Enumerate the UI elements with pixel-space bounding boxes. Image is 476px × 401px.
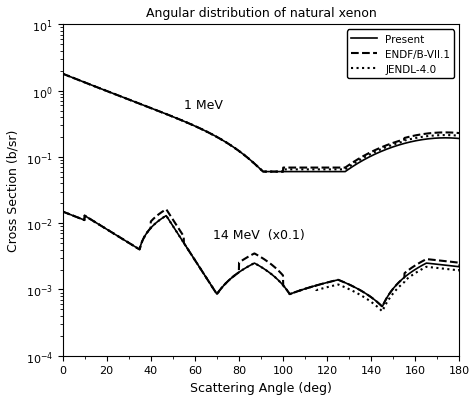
ENDF/B-VII.1	[60, 72, 65, 77]
Line: Present: Present	[62, 75, 458, 172]
ENDF/B-VII.1	[223, 141, 229, 146]
JENDL-4.0	[456, 134, 461, 139]
JENDL-4.0	[221, 140, 227, 144]
JENDL-4.0	[260, 170, 266, 174]
ENDF/B-VII.1	[260, 170, 266, 174]
ENDF/B-VII.1	[456, 132, 461, 136]
Present	[60, 72, 65, 77]
Legend: Present, ENDF/B-VII.1, JENDL-4.0: Present, ENDF/B-VII.1, JENDL-4.0	[346, 30, 453, 79]
Line: JENDL-4.0: JENDL-4.0	[62, 75, 458, 172]
Present	[144, 105, 150, 110]
ENDF/B-VII.1	[330, 166, 336, 170]
JENDL-4.0	[144, 105, 150, 110]
ENDF/B-VII.1	[144, 105, 150, 110]
Text: 1 MeV: 1 MeV	[183, 99, 222, 111]
Line: ENDF/B-VII.1: ENDF/B-VII.1	[62, 75, 458, 172]
Present	[456, 137, 461, 142]
ENDF/B-VII.1	[208, 132, 213, 137]
Text: 14 MeV  (x0.1): 14 MeV (x0.1)	[212, 228, 304, 241]
Present	[221, 140, 227, 144]
Present	[208, 132, 213, 137]
JENDL-4.0	[60, 72, 65, 77]
JENDL-4.0	[330, 168, 336, 172]
JENDL-4.0	[223, 141, 229, 146]
Y-axis label: Cross Section (b/sr): Cross Section (b/sr)	[7, 130, 20, 251]
JENDL-4.0	[82, 81, 88, 86]
Present	[260, 170, 266, 174]
Present	[223, 141, 229, 146]
Title: Angular distribution of natural xenon: Angular distribution of natural xenon	[145, 7, 376, 20]
X-axis label: Scattering Angle (deg): Scattering Angle (deg)	[190, 381, 331, 394]
ENDF/B-VII.1	[221, 140, 227, 144]
Present	[330, 170, 336, 174]
Present	[82, 81, 88, 86]
JENDL-4.0	[208, 132, 213, 137]
ENDF/B-VII.1	[82, 81, 88, 86]
